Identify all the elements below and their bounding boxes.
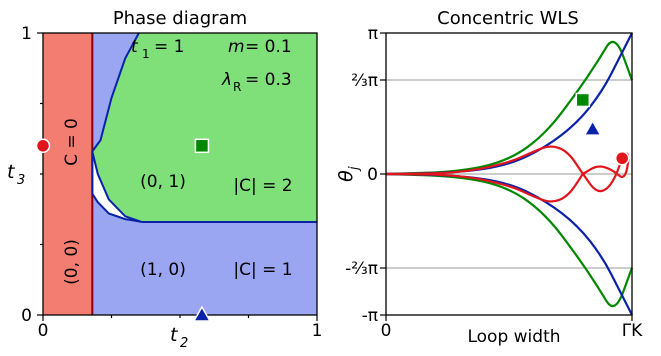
- y-tick-label: 1: [21, 24, 32, 44]
- region-c2: [92, 33, 317, 222]
- phase-markers: [35, 138, 212, 322]
- x-tick-label: ΓK: [622, 321, 643, 341]
- param-t1: t 1 = 1: [131, 37, 184, 61]
- phase-xlabel: t 2: [170, 324, 188, 351]
- wls-xlabel: Loop width: [467, 327, 560, 347]
- param-m-value: = 0.1: [245, 37, 292, 57]
- x-tick-label: 0: [38, 321, 49, 341]
- phase-xlabel-sub: 2: [180, 336, 188, 351]
- phase-ylabel: t 3: [7, 161, 25, 188]
- region-label-c1: |C| = 1: [233, 260, 292, 280]
- red-circle-marker: [614, 151, 630, 166]
- boundary-upper: [91, 32, 140, 152]
- wls-line-red-4: [385, 145, 630, 193]
- param-m-name: m: [228, 37, 245, 57]
- region-gap: [92, 151, 142, 222]
- param-lambda: λ R = 0.3: [221, 70, 292, 94]
- y-tick-label: -π: [362, 306, 378, 326]
- wls-line-green-1: [385, 172, 634, 308]
- param-m: m = 0.1: [228, 37, 292, 57]
- phase-boundaries: [91, 32, 317, 315]
- blue-triangle-marker: [583, 119, 602, 136]
- param-t1-value: = 1: [154, 37, 184, 57]
- wls-line-red-5: [385, 172, 584, 203]
- region-c1-wedge: [92, 33, 139, 152]
- wls-markers: [575, 92, 630, 166]
- wls-line-blue-3: [385, 172, 633, 316]
- wls-panel: Concentric WLS 0 ΓK π ⅔π 0 -⅔π -π Loop width θ…: [335, 8, 643, 347]
- blue-triangle-marker: [192, 305, 212, 322]
- region-label-c2: |C| = 2: [233, 176, 292, 196]
- y-tick-label: 0: [367, 165, 378, 185]
- region-c0: [43, 33, 93, 315]
- wls-ticks: 0 ΓK π ⅔π 0 -⅔π -π: [345, 24, 643, 341]
- wls-title: Concentric WLS: [437, 8, 579, 29]
- wls-ylabel: θ j: [335, 166, 362, 182]
- phase-regions: [43, 33, 317, 315]
- green-square-marker: [194, 138, 210, 154]
- green-square-marker: [575, 92, 591, 108]
- region-c1-strip: [92, 151, 142, 222]
- region-index-10: (1, 0): [140, 260, 186, 280]
- phase-diagram-panel: Phase diagram 0 1 0 1 C = 0 (0, 0) (0, 1) |…: [7, 8, 322, 351]
- phase-xlabel-name: t: [170, 324, 179, 346]
- boundary-gap: [91, 151, 142, 223]
- wls-series: [385, 32, 634, 316]
- y-tick-label: ⅔π: [351, 71, 378, 91]
- phase-diagram-title: Phase diagram: [113, 8, 247, 29]
- region-index-01: (0, 1): [140, 172, 186, 192]
- wls-ylabel-name: θ: [335, 170, 357, 182]
- param-lambda-name: λ: [221, 70, 232, 90]
- y-tick-label: π: [368, 24, 378, 44]
- param-lambda-value: = 0.3: [245, 70, 292, 90]
- param-t1-sub: 1: [142, 47, 150, 61]
- phase-diagram-ticks: 0 1 0 1: [21, 24, 322, 341]
- x-tick-label: 0: [381, 321, 392, 341]
- wls-ylabel-sub: j: [347, 166, 362, 172]
- param-lambda-sub: R: [233, 80, 241, 94]
- boundary-lower: [91, 151, 142, 223]
- phase-ylabel-name: t: [7, 161, 16, 183]
- phase-ylabel-sub: 3: [17, 173, 25, 188]
- wls-line-blue-2: [385, 32, 633, 176]
- region-c1: [92, 221, 317, 315]
- wls-line-green-0: [385, 40, 634, 176]
- x-tick-label: 1: [312, 321, 323, 341]
- region-label-c0: C = 0: [62, 118, 82, 166]
- y-tick-label: -⅔π: [345, 259, 378, 279]
- region-index-00: (0, 0): [62, 239, 82, 285]
- red-circle-marker: [35, 138, 51, 154]
- y-tick-label: 0: [21, 306, 32, 326]
- param-t1-name: t: [131, 37, 139, 57]
